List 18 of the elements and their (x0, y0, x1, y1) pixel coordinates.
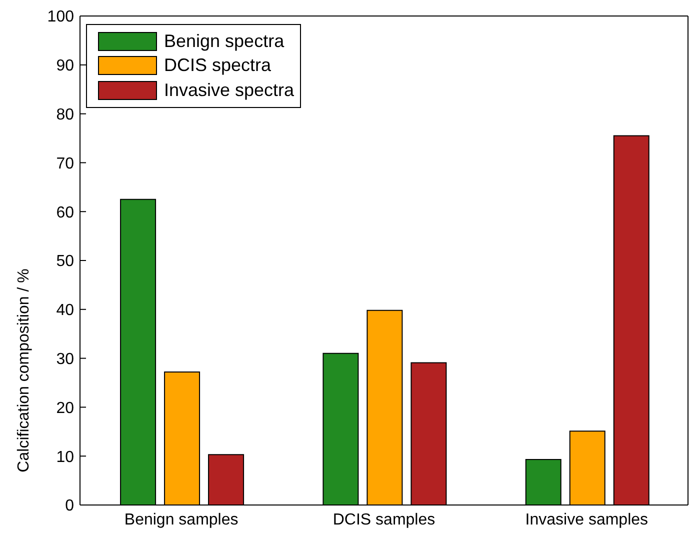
y-tick-label: 20 (56, 400, 74, 417)
y-tick-label: 60 (56, 204, 74, 222)
legend-label: DCIS spectra (164, 55, 272, 76)
x-tick-label: Benign samples (124, 511, 238, 528)
legend-label: Invasive spectra (164, 80, 294, 101)
y-tick-label: 10 (56, 448, 74, 466)
y-tick-label: 70 (56, 155, 74, 172)
y-tick-label: 90 (56, 58, 74, 75)
y-tick-label: 50 (56, 253, 74, 270)
y-tick-label: 40 (56, 302, 74, 320)
y-axis-title: Calcification composition / % (16, 268, 33, 472)
y-tick-label: 80 (56, 106, 74, 124)
x-tick-label: DCIS samples (332, 511, 436, 528)
y-tick-label: 30 (56, 350, 74, 368)
y-tick-label: 0 (65, 498, 74, 515)
legend-label: Benign spectra (164, 30, 284, 52)
x-tick-label: Invasive samples (525, 511, 648, 528)
y-tick-label: 100 (47, 8, 74, 26)
